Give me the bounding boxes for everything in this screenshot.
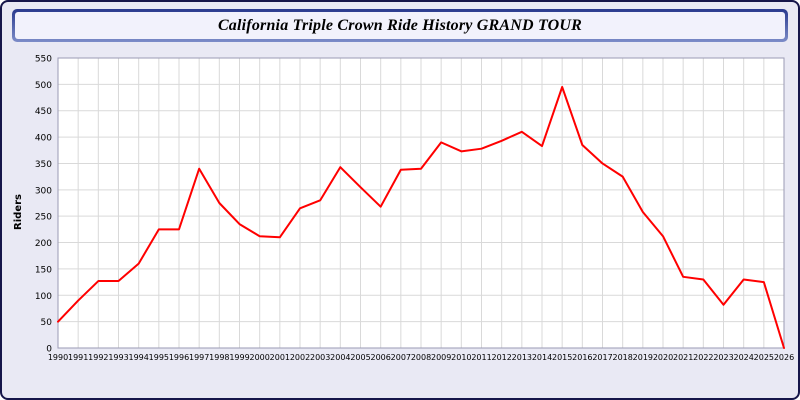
svg-text:250: 250 — [35, 213, 52, 223]
svg-text:1990: 1990 — [48, 353, 68, 362]
svg-text:2016: 2016 — [572, 353, 592, 362]
svg-text:450: 450 — [35, 107, 52, 117]
svg-text:2006: 2006 — [370, 353, 390, 362]
svg-text:2002: 2002 — [290, 353, 310, 362]
svg-text:2007: 2007 — [391, 353, 411, 362]
svg-text:500: 500 — [35, 81, 52, 91]
svg-text:2011: 2011 — [471, 353, 491, 362]
svg-text:1997: 1997 — [189, 353, 209, 362]
svg-text:1998: 1998 — [209, 353, 229, 362]
svg-text:2008: 2008 — [411, 353, 431, 362]
chart-panel: 1990 1991 1992 1993 1994 1995 1996 1997 1998 1999… — [10, 48, 794, 392]
svg-text:2001: 2001 — [270, 353, 290, 362]
svg-text:400: 400 — [35, 134, 52, 144]
svg-text:2000: 2000 — [249, 353, 269, 362]
svg-text:2021: 2021 — [673, 353, 693, 362]
svg-text:2004: 2004 — [330, 353, 350, 362]
svg-text:1994: 1994 — [128, 353, 148, 362]
page-title: California Triple Crown Ride History GRA… — [217, 17, 583, 34]
svg-text:350: 350 — [35, 160, 52, 170]
svg-text:2020: 2020 — [653, 353, 673, 362]
svg-text:50: 50 — [41, 318, 53, 328]
svg-text:2012: 2012 — [491, 353, 511, 362]
svg-text:2003: 2003 — [310, 353, 330, 362]
svg-text:150: 150 — [35, 265, 52, 275]
svg-text:2024: 2024 — [733, 353, 753, 362]
svg-text:1999: 1999 — [229, 353, 249, 362]
svg-text:2025: 2025 — [754, 353, 774, 362]
svg-text:1991: 1991 — [68, 353, 88, 362]
svg-text:2019: 2019 — [633, 353, 653, 362]
title-bar: California Triple Crown Ride History GRA… — [12, 9, 788, 42]
svg-text:2005: 2005 — [350, 353, 370, 362]
y-axis-title: Riders — [13, 194, 24, 230]
svg-text:300: 300 — [35, 186, 52, 196]
svg-text:2018: 2018 — [612, 353, 632, 362]
svg-text:100: 100 — [35, 292, 52, 302]
svg-text:2013: 2013 — [512, 353, 532, 362]
svg-text:1993: 1993 — [108, 353, 128, 362]
svg-text:1995: 1995 — [149, 353, 169, 362]
svg-text:0: 0 — [46, 345, 52, 355]
svg-text:2015: 2015 — [552, 353, 572, 362]
svg-text:1996: 1996 — [169, 353, 189, 362]
svg-text:2022: 2022 — [693, 353, 713, 362]
ride-history-line-chart: 1990 1991 1992 1993 1994 1995 1996 1997 1998 1999… — [13, 55, 794, 363]
svg-text:550: 550 — [35, 55, 52, 65]
svg-text:2017: 2017 — [592, 353, 612, 362]
svg-text:2009: 2009 — [431, 353, 451, 362]
svg-text:1992: 1992 — [88, 353, 108, 362]
svg-text:2014: 2014 — [532, 353, 552, 362]
svg-text:2023: 2023 — [713, 353, 733, 362]
svg-text:2010: 2010 — [451, 353, 471, 362]
svg-text:200: 200 — [35, 239, 52, 249]
chart-plot-group: 1990 1991 1992 1993 1994 1995 1996 1997 1998 1999… — [35, 55, 794, 363]
svg-text:2026: 2026 — [774, 353, 794, 362]
title-bar-inner: California Triple Crown Ride History GRA… — [15, 12, 785, 39]
